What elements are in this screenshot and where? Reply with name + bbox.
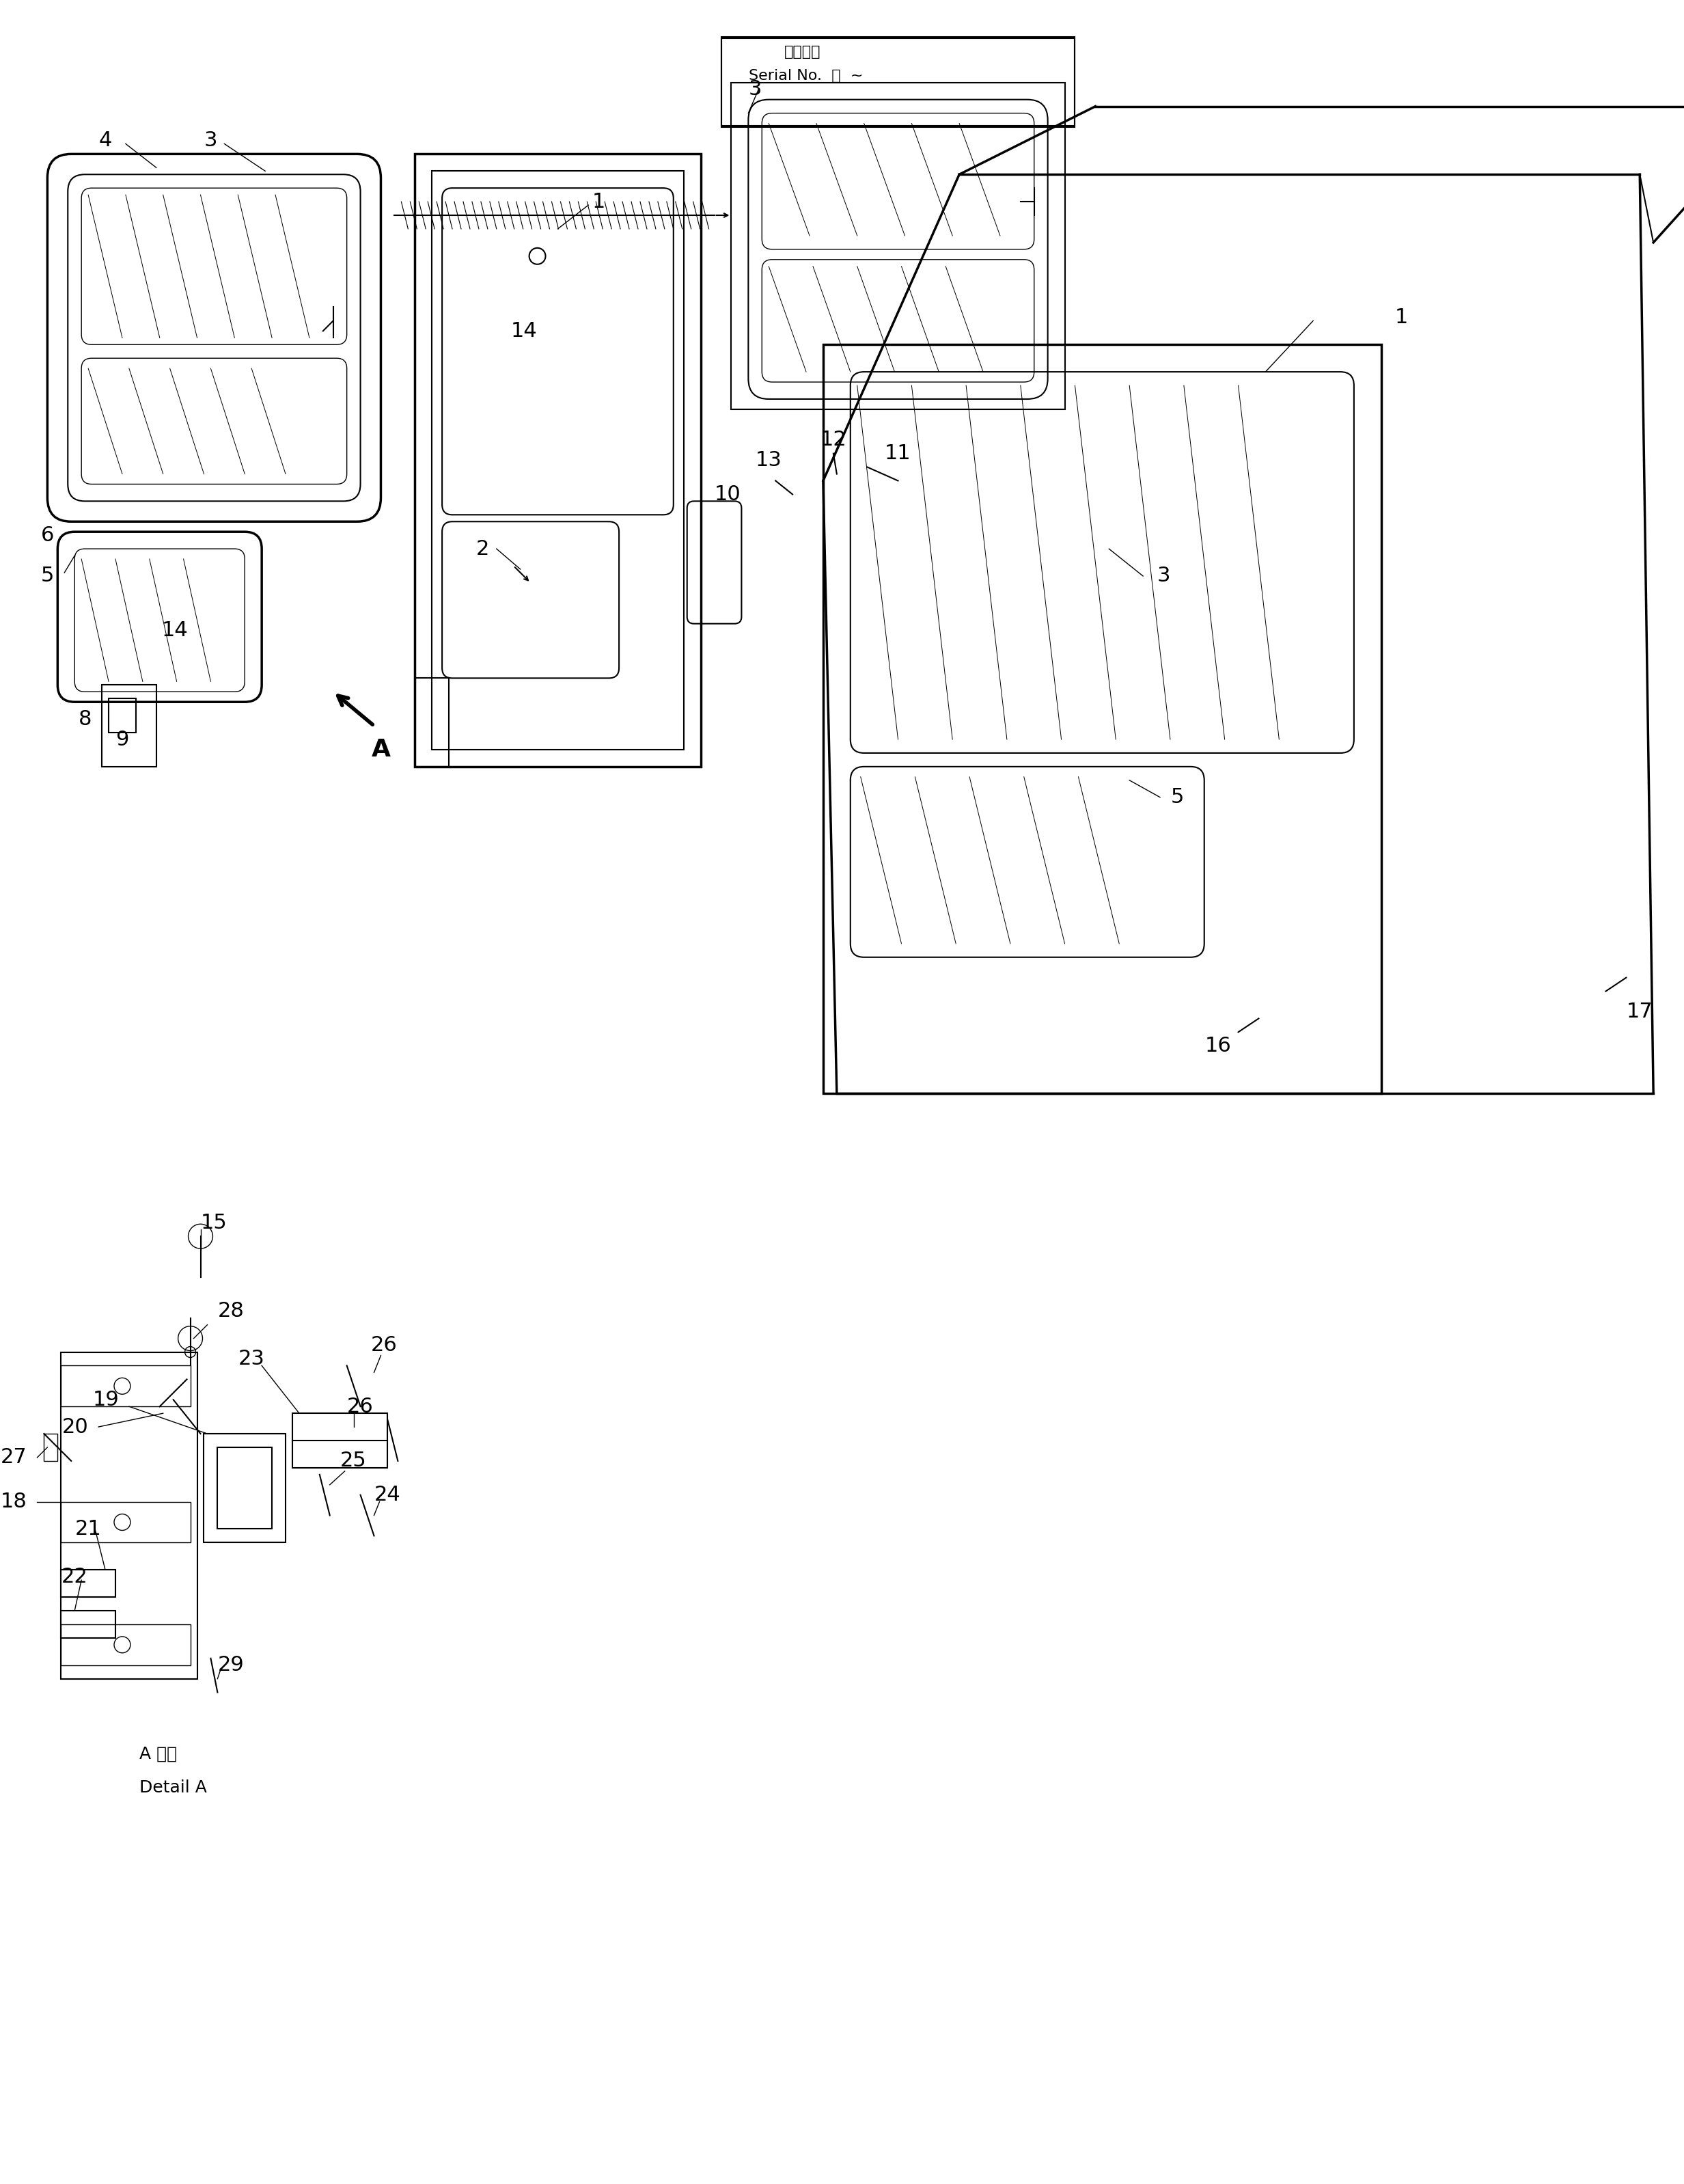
Text: 10: 10 (714, 485, 741, 505)
Text: 3: 3 (1157, 566, 1170, 585)
Text: A 詳細: A 詳細 (140, 1745, 177, 1762)
Text: 26: 26 (370, 1334, 397, 1354)
Bar (823, 345, 1381, 1094)
Text: 6: 6 (40, 526, 54, 546)
Text: 3: 3 (748, 79, 761, 98)
Bar (721, 37, 1074, 124)
Bar (204, 1433, 286, 1542)
Text: 5: 5 (40, 566, 54, 585)
Bar (61, 1610, 116, 1638)
Text: 15: 15 (200, 1212, 227, 1232)
Bar (61, 1625, 190, 1664)
Text: 1: 1 (593, 192, 605, 212)
Bar (217, 1448, 271, 1529)
Text: A: A (370, 738, 391, 762)
Bar (61, 1365, 190, 1406)
Bar (61, 1503, 190, 1542)
Text: Serial No.  ・  ~: Serial No. ・ ~ (749, 70, 864, 83)
Text: 2: 2 (477, 539, 490, 559)
Text: 14: 14 (162, 620, 189, 640)
Text: 16: 16 (1204, 1035, 1231, 1055)
Bar (109, 699, 136, 732)
Bar (414, 679, 450, 767)
Text: Detail A: Detail A (140, 1780, 207, 1795)
Text: 21: 21 (76, 1520, 101, 1540)
Text: 13: 13 (756, 450, 781, 470)
Text: 28: 28 (217, 1302, 244, 1321)
Bar (61, 1352, 197, 1679)
Bar (101, 686, 157, 767)
Text: 適用号機: 適用号機 (785, 46, 822, 59)
Text: 1: 1 (1394, 308, 1408, 328)
Text: 24: 24 (374, 1485, 401, 1505)
Text: 25: 25 (340, 1450, 367, 1470)
Bar (721, 39, 1074, 127)
Bar (414, 155, 701, 767)
Text: 23: 23 (237, 1350, 264, 1369)
Text: 26: 26 (347, 1396, 374, 1417)
Text: 18: 18 (0, 1492, 27, 1511)
Bar (293, 1413, 387, 1468)
Text: 11: 11 (884, 443, 911, 463)
Text: 3: 3 (204, 131, 217, 151)
Text: 20: 20 (62, 1417, 88, 1437)
Text: 17: 17 (1627, 1002, 1654, 1022)
Bar (431, 170, 684, 749)
Bar (731, 83, 1064, 408)
Text: 22: 22 (61, 1566, 88, 1586)
Bar (44, 1433, 57, 1461)
Text: 5: 5 (1170, 788, 1184, 808)
Text: 19: 19 (93, 1389, 120, 1409)
Text: 12: 12 (820, 430, 847, 450)
Text: 9: 9 (116, 729, 130, 749)
Text: 29: 29 (217, 1655, 244, 1675)
Text: 4: 4 (99, 131, 111, 151)
Text: 8: 8 (77, 710, 91, 729)
Text: 27: 27 (0, 1448, 27, 1468)
Text: 14: 14 (510, 321, 537, 341)
Bar (61, 1570, 116, 1597)
